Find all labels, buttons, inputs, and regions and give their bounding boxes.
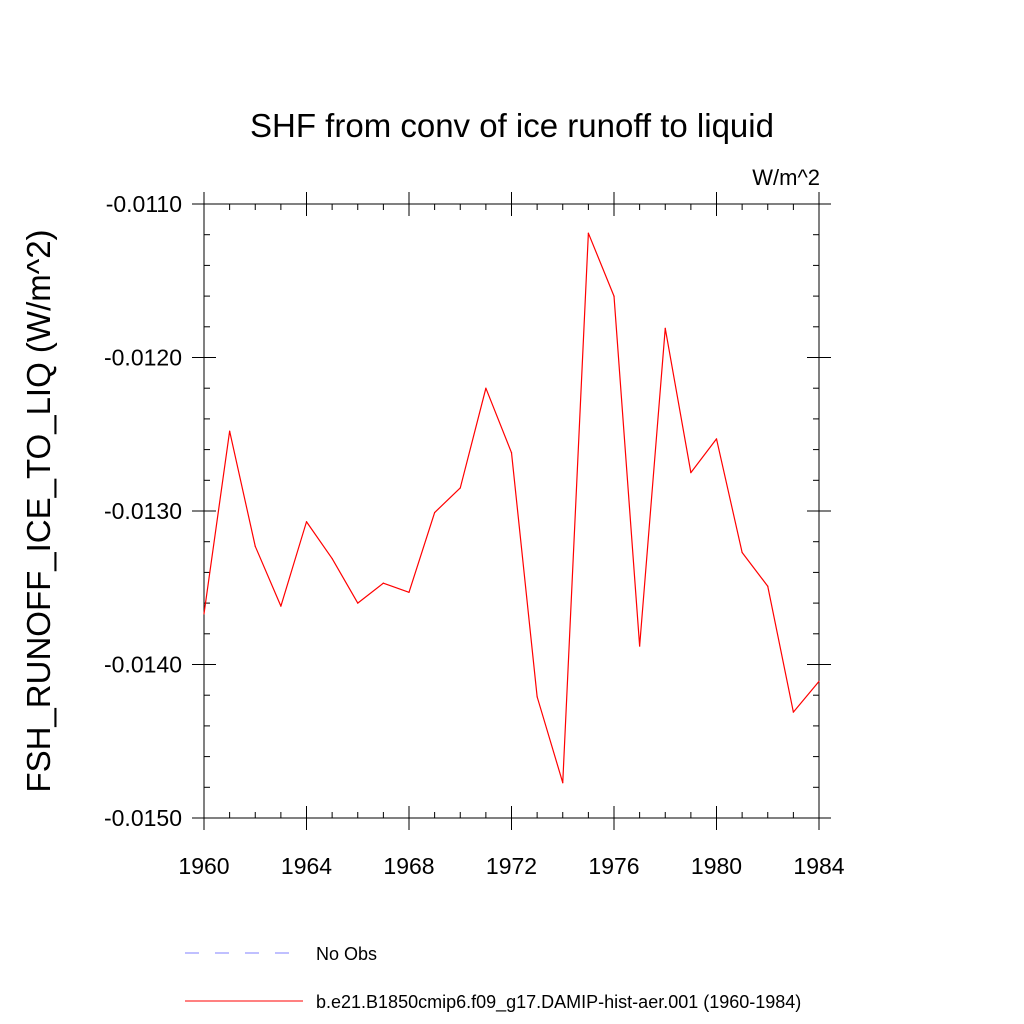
data-point	[203, 613, 205, 615]
y-axis-label: FSH_RUNOFF_ICE_TO_LIQ (W/m^2)	[20, 229, 57, 792]
data-point	[229, 430, 231, 432]
y-tick-label: -0.0150	[104, 805, 182, 831]
y-tick-label: -0.0110	[106, 191, 182, 217]
data-point	[331, 557, 333, 560]
x-tick-label: 1980	[691, 853, 742, 879]
data-point	[690, 472, 692, 474]
data-point	[741, 551, 743, 554]
data-point	[562, 782, 564, 784]
x-tick-label: 1984	[793, 853, 844, 879]
legend: No Obs b.e21.B1850cmip6.f09_g17.DAMIP-his…	[185, 944, 801, 1013]
y-tick-label: -0.0140	[104, 652, 182, 678]
data-point	[408, 591, 410, 593]
data-point	[587, 232, 589, 234]
x-tick-label: 1960	[178, 853, 229, 879]
x-tick-label: 1968	[383, 853, 434, 879]
y-tick-label: -0.0120	[104, 345, 182, 371]
data-point	[305, 521, 308, 523]
data-point	[664, 327, 666, 329]
data-point	[485, 387, 487, 389]
data-point	[792, 711, 794, 713]
series-line	[203, 232, 820, 784]
legend-label: b.e21.B1850cmip6.f09_g17.DAMIP-hist-aer.…	[316, 992, 801, 1013]
data-point	[613, 295, 615, 297]
data-point	[639, 645, 641, 647]
data-point	[818, 680, 820, 682]
data-point	[434, 511, 436, 514]
data-point	[382, 582, 384, 584]
data-point	[536, 696, 538, 698]
data-point	[280, 605, 282, 607]
data-point	[459, 487, 461, 489]
x-tick-label: 1976	[588, 853, 639, 879]
data-point	[357, 602, 359, 604]
data-point	[715, 438, 718, 440]
axis-tick-labels: 1960 1964 1968 1972 1976 1980 1984 -0.0110 -0.01…	[104, 191, 845, 879]
series-layer	[203, 232, 820, 784]
axis-ticks	[192, 192, 831, 830]
x-tick-label: 1964	[281, 853, 332, 879]
legend-label: No Obs	[316, 944, 377, 964]
chart-title: SHF from conv of ice runoff to liquid	[250, 107, 774, 144]
plot-frame	[203, 203, 820, 819]
data-point	[510, 452, 513, 454]
data-point	[767, 585, 769, 587]
y-tick-label: -0.0130	[104, 498, 182, 524]
x-tick-label: 1972	[486, 853, 537, 879]
units-label: W/m^2	[752, 165, 820, 190]
data-point	[254, 545, 256, 547]
